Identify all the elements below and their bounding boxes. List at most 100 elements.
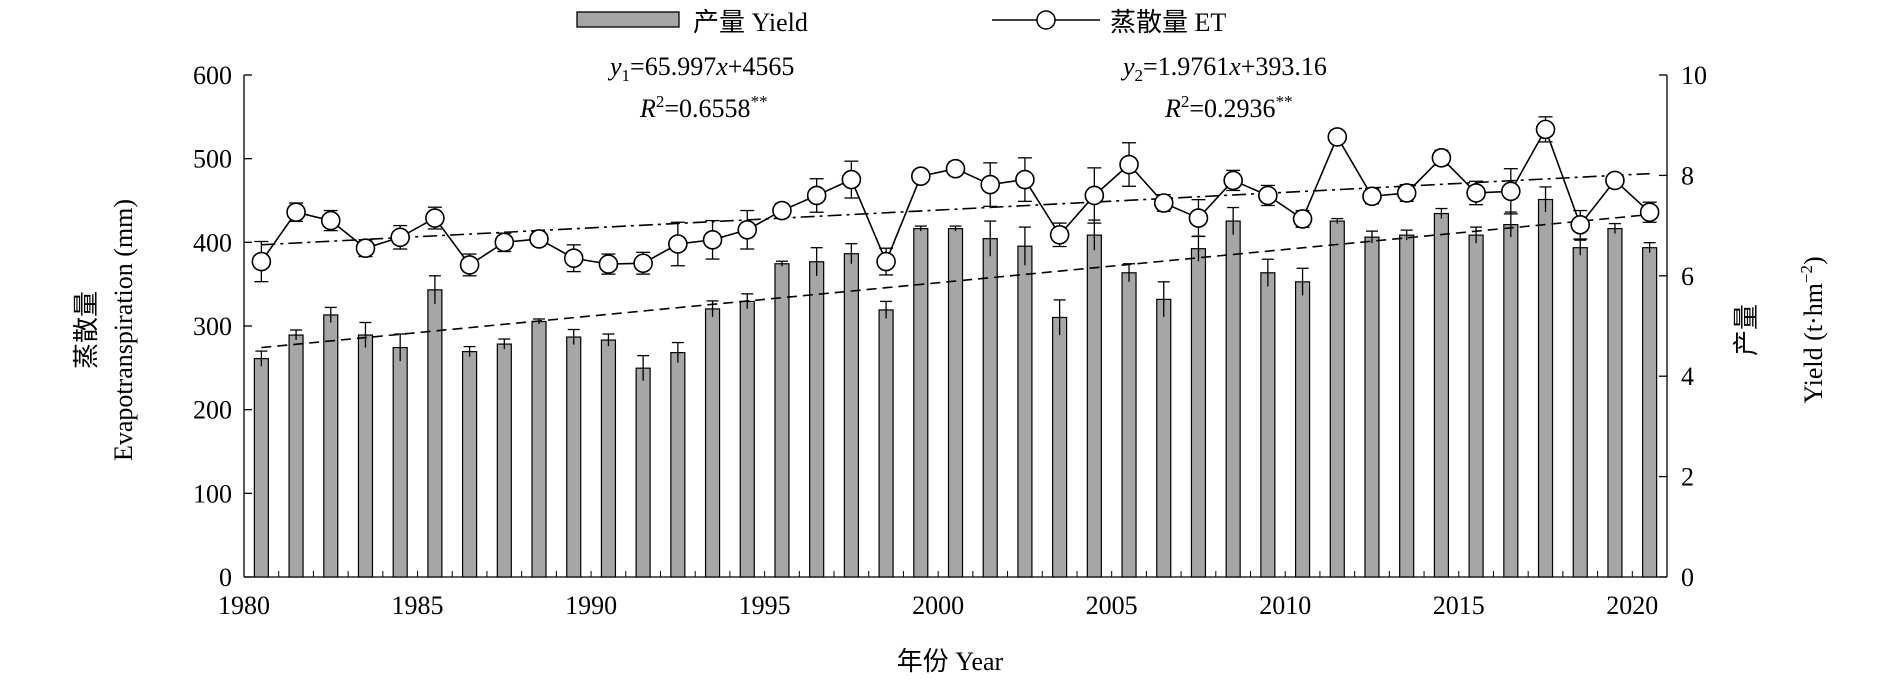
et-point	[563, 248, 584, 269]
equation-et-r2: R2=0.2936**	[1164, 92, 1293, 123]
et-point	[286, 202, 306, 223]
et-point	[1362, 186, 1382, 207]
equation-et: y2=1.9761x+393.16 R2=0.2936**	[1120, 52, 1327, 123]
equation-yield-formula: y1=65.997x+4565	[607, 52, 794, 85]
yield-bar	[1294, 281, 1311, 578]
yield-bar	[809, 261, 825, 578]
yield-bar	[392, 346, 408, 578]
x-axis-tick-label: 2010	[1259, 591, 1311, 620]
left-axis-tick-label: 200	[193, 396, 232, 425]
et-point	[425, 208, 445, 228]
x-axis-tick-label: 1980	[218, 591, 270, 620]
et-point	[806, 185, 827, 206]
yield-bar	[427, 289, 443, 578]
plot-area: 0 100 200 300 400 500 600 0 2 4 6 8 10 1980 1985 1990 19…	[193, 61, 1707, 620]
yield-bar	[1017, 245, 1033, 578]
et-point	[355, 238, 376, 258]
legend-yield-label: 产量 Yield	[693, 8, 808, 37]
yield-bar	[1572, 247, 1588, 578]
yield-bar	[704, 308, 721, 578]
et-point	[1431, 148, 1452, 168]
x-axis-tick-label: 2015	[1433, 591, 1485, 620]
et-point	[980, 174, 1001, 195]
et-point	[251, 251, 272, 272]
yield-bar	[1086, 234, 1102, 578]
yield-bar	[1433, 212, 1450, 578]
left-axis-title-cn: 蒸散量	[72, 291, 101, 369]
yield-bar	[253, 358, 269, 578]
yield-bar	[1607, 228, 1623, 578]
yield-bar	[496, 343, 512, 578]
et-point	[910, 166, 931, 187]
right-axis-title-en: Yield (t·hm−2)	[1797, 256, 1828, 403]
yield-bar	[1052, 316, 1068, 578]
legend-yield-swatch	[576, 11, 680, 28]
yield-bar	[670, 352, 686, 578]
equation-yield: y1=65.997x+4565 R2=0.6558**	[607, 52, 794, 123]
left-axis-title: 蒸散量	[72, 291, 101, 369]
yield-bar	[1503, 223, 1519, 578]
et-point	[1501, 181, 1521, 202]
yield-bar	[913, 228, 929, 578]
et-point	[1049, 225, 1070, 245]
yield-bar	[635, 367, 651, 578]
x-axis-tick-label: 1995	[739, 591, 791, 620]
et-point	[1084, 185, 1105, 206]
yield-bar	[1156, 298, 1172, 578]
legend-et-label: 蒸散量 ET	[1110, 8, 1226, 37]
x-axis-title: 年份 Year	[897, 647, 1004, 676]
right-axis-tick-label: 6	[1681, 262, 1694, 291]
yield-bar	[878, 309, 894, 578]
et-point	[876, 251, 896, 272]
left-axis-title-en: Evapotranspiration (mm)	[109, 199, 138, 461]
yield-bar	[1260, 272, 1276, 578]
yield-bar	[288, 334, 304, 578]
yield-bar	[843, 253, 859, 578]
et-point	[494, 232, 515, 253]
yield-bar	[1537, 198, 1554, 578]
yield-bar	[566, 336, 582, 578]
x-axis-tick-label: 1985	[392, 591, 444, 620]
et-point	[1292, 209, 1313, 229]
et-point	[772, 200, 792, 221]
et-point	[668, 234, 688, 254]
yield-bar	[739, 300, 755, 578]
et-point	[1258, 185, 1278, 206]
left-axis-tick-label: 600	[193, 61, 232, 90]
x-axis-tick-label: 1990	[565, 591, 617, 620]
yield-bar	[1364, 236, 1380, 578]
et-point	[737, 219, 758, 240]
et-point	[1188, 208, 1209, 228]
yield-bar	[1399, 234, 1415, 578]
x-axis-tick-label: 2020	[1606, 591, 1658, 620]
et-point	[841, 169, 862, 190]
yield-bar	[774, 263, 790, 578]
legend: 产量 Yield 蒸散量 ET	[576, 8, 1226, 37]
et-point	[633, 253, 653, 274]
et-point	[1223, 170, 1243, 191]
legend-et-marker	[1036, 10, 1056, 30]
et-point	[1153, 193, 1174, 213]
left-axis-tick-label: 500	[193, 145, 232, 174]
equation-et-formula: y2=1.9761x+393.16	[1120, 52, 1327, 85]
yield-bar	[461, 351, 478, 578]
et-point	[1119, 154, 1139, 175]
et-point	[945, 158, 966, 179]
yield-bar	[600, 339, 617, 578]
yield-bar	[357, 334, 374, 578]
yield-bar	[1190, 248, 1207, 578]
right-axis-tick-label: 0	[1681, 563, 1694, 592]
et-point	[390, 227, 410, 248]
et-point	[1535, 119, 1556, 140]
et-point	[598, 254, 619, 274]
et-point	[1570, 214, 1591, 235]
et-point	[529, 229, 549, 249]
et-point	[1396, 183, 1417, 203]
et-point	[1327, 127, 1348, 147]
yield-bar	[1329, 220, 1345, 578]
et-point	[459, 255, 480, 275]
yield-bar	[1468, 234, 1484, 578]
right-axis-tick-label: 2	[1681, 463, 1694, 492]
et-point	[1015, 169, 1035, 190]
